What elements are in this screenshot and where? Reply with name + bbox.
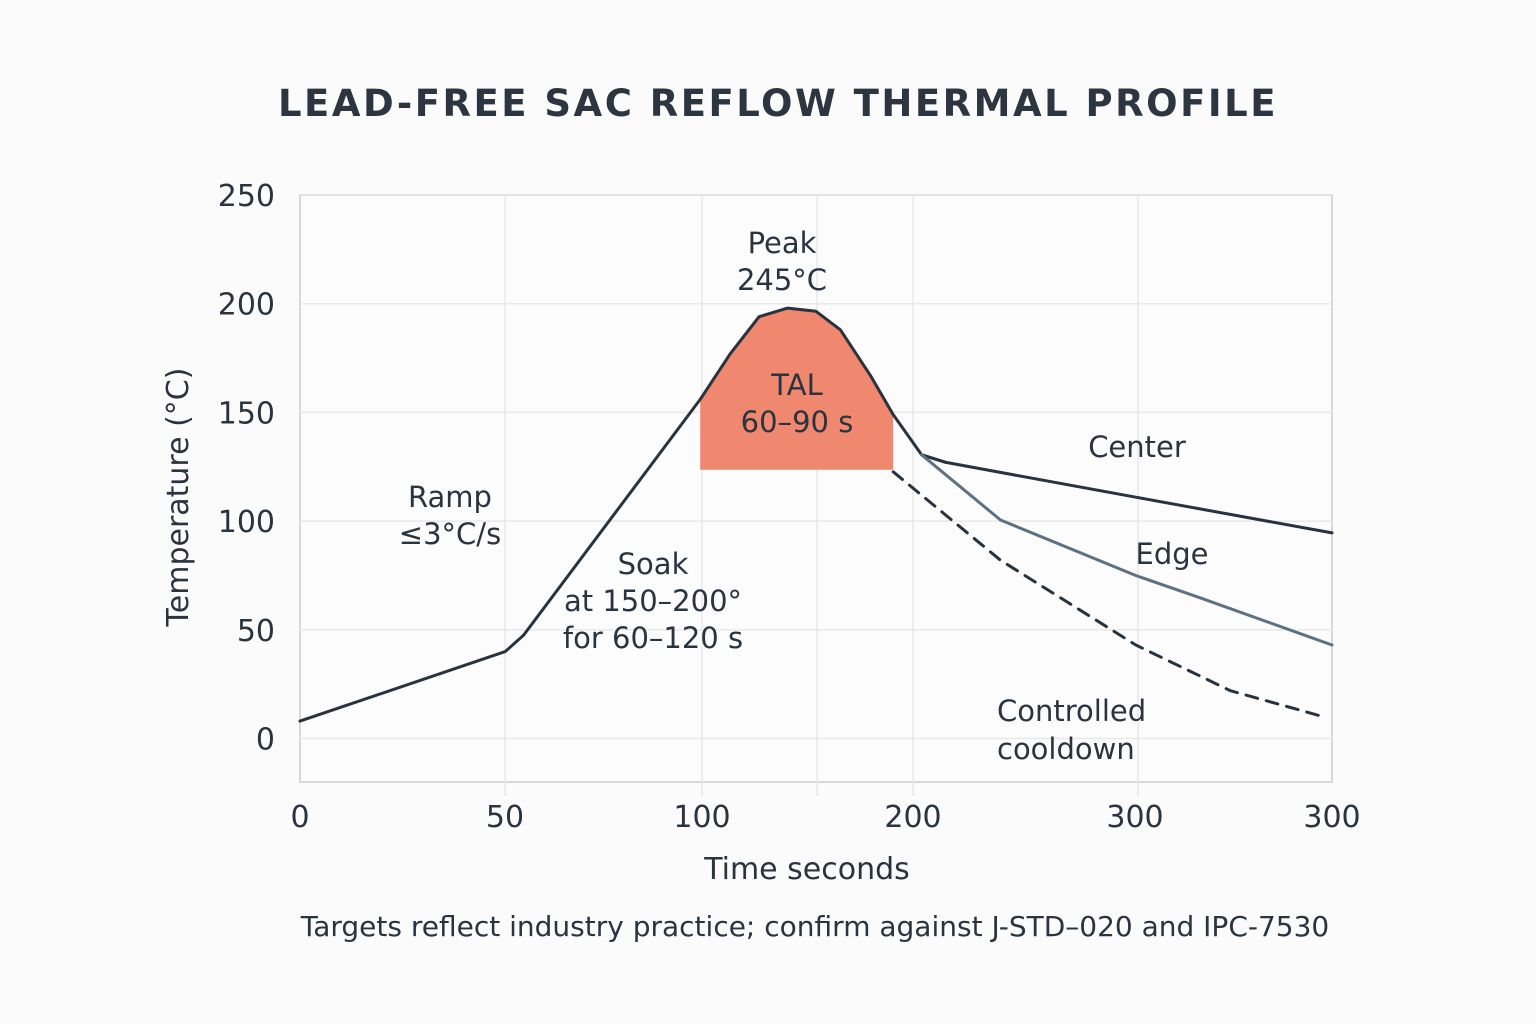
series-line-edge (920, 453, 1334, 647)
y-tick-label: 250 (218, 179, 275, 214)
x-tick-label: 0 (290, 800, 309, 835)
tal-region (700, 308, 894, 470)
y-tick-label: 0 (256, 723, 275, 758)
annotation-tal: TAL (770, 368, 822, 402)
annotation-soak: Soak (618, 547, 689, 581)
footnote: Targets reflect industry practice; confi… (300, 910, 1330, 943)
x-tick-label: 50 (486, 800, 524, 835)
annotation-ramp: ≤3°C/s (399, 517, 501, 551)
y-tick-label: 200 (218, 288, 275, 323)
annotation-soak: for 60–120 s (563, 621, 743, 655)
series-line-profile (298, 306, 948, 723)
annotation-peak: Peak (748, 226, 817, 260)
y-tick-label: 150 (218, 396, 275, 431)
annotation-peak: 245°C (737, 263, 827, 297)
y-axis-label: Temperature (°C) (161, 368, 196, 628)
x-tick-label: 200 (884, 800, 941, 835)
plot-area (299, 194, 1333, 783)
y-tick-label: 50 (237, 614, 275, 649)
annotation-cooldown: Controlled (997, 694, 1146, 728)
series-label-edge: Edge (1136, 537, 1209, 571)
series-line-cooldown (891, 470, 1328, 719)
chart-title: LEAD-FREE SAC REFLOW THERMAL PROFILE (277, 82, 1279, 125)
annotation-tal: 60–90 s (741, 405, 854, 439)
annotation-cooldown: cooldown (997, 732, 1135, 766)
x-tick-label: 300 (1106, 800, 1163, 835)
x-tick-label: 100 (673, 800, 730, 835)
y-tick-label: 100 (218, 505, 275, 540)
series-line-center (920, 453, 1334, 535)
x-tick-label: 300 (1303, 800, 1360, 835)
x-axis-label: Time seconds (703, 852, 910, 887)
annotation-ramp: Ramp (408, 480, 492, 514)
annotation-soak: at 150–200° (564, 584, 742, 618)
series-label-center: Center (1088, 430, 1186, 464)
